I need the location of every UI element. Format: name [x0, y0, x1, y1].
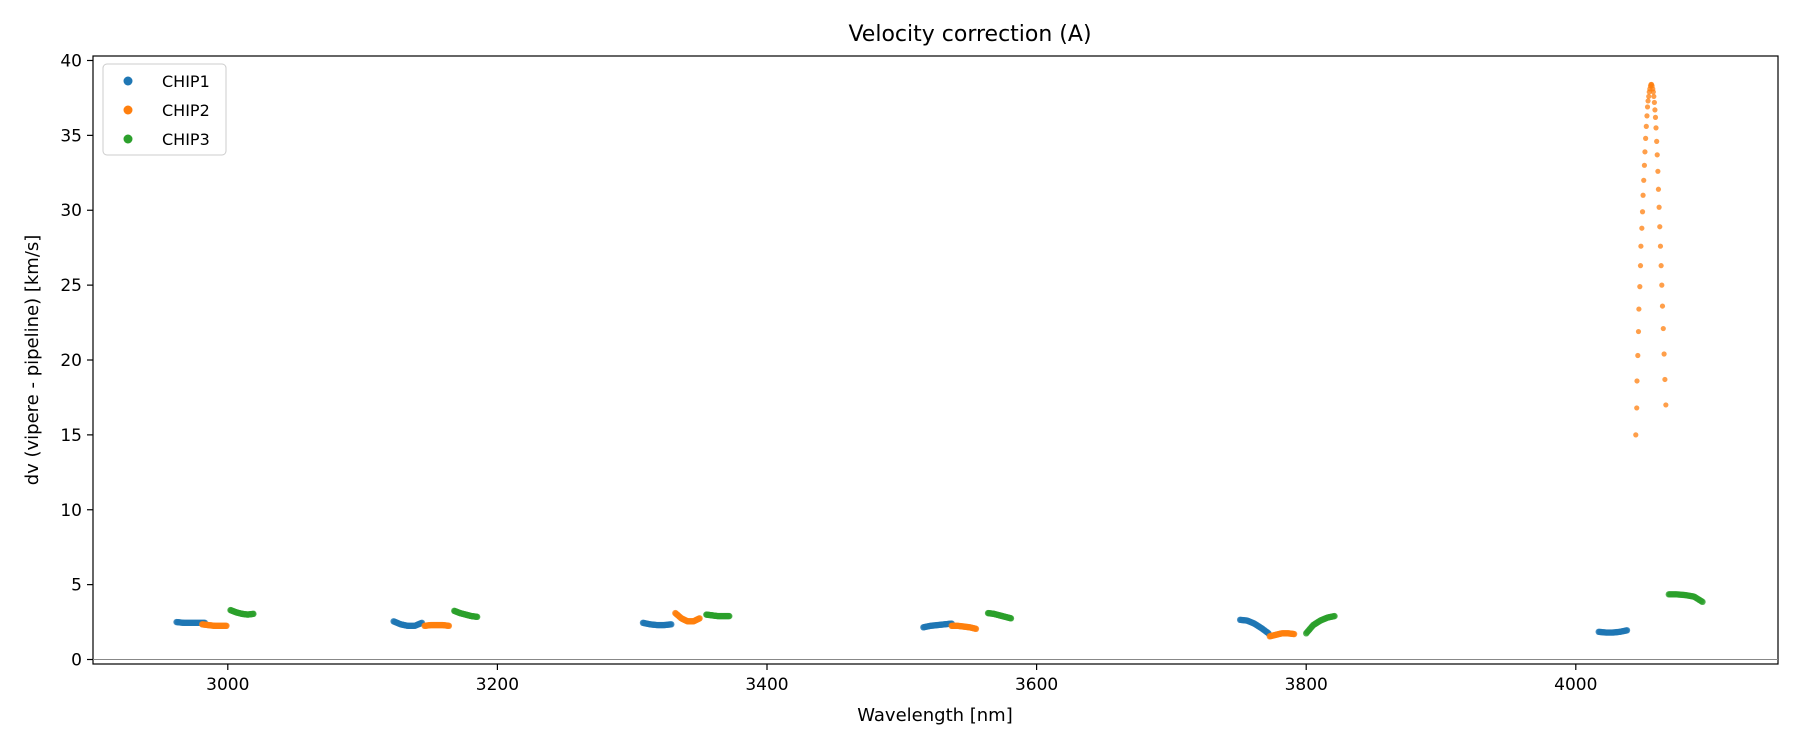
data-point-chip2: [1641, 162, 1648, 168]
data-point-chip2: [1652, 114, 1659, 120]
data-point-chip2: [1641, 177, 1647, 183]
legend-marker-chip3: [123, 134, 133, 144]
x-tick-label: 3200: [476, 675, 519, 695]
chart-title: Velocity correction (A): [848, 22, 1091, 47]
data-point-chip2: [1650, 89, 1656, 95]
legend-label-chip3: CHIP3: [162, 130, 210, 149]
data-point-chip2: [1633, 432, 1639, 438]
data-point-chip2: [1636, 306, 1642, 312]
series-chip2: [198, 81, 1669, 640]
data-point-chip2: [1655, 186, 1662, 192]
data-point-chip2: [223, 622, 230, 630]
data-point-chip1: [1623, 627, 1631, 634]
y-axis: 0 5 10 15 20 25 30 35 40: [60, 51, 93, 671]
data-point-chip2: [1659, 282, 1665, 288]
x-tick-label: 3000: [206, 675, 249, 695]
data-point-chip2: [1657, 243, 1664, 249]
data-point-chip2: [1640, 192, 1646, 198]
y-tick-label: 40: [60, 51, 82, 71]
data-point-chip2: [1637, 284, 1643, 290]
y-tick-label: 25: [60, 276, 82, 296]
data-point-chip2: [1651, 99, 1657, 106]
data-point-chip2: [1646, 93, 1652, 100]
data-point-chip2: [1290, 630, 1298, 638]
plot-area: [92, 55, 1779, 665]
data-point-chip2: [696, 615, 703, 622]
data-point-chip2: [1657, 224, 1663, 230]
data-point-chip2: [1637, 263, 1644, 269]
x-tick-label: 3600: [1015, 675, 1058, 695]
data-point-chip2: [445, 622, 453, 630]
legend-label-chip2: CHIP2: [162, 101, 210, 120]
x-tick-label: 3400: [745, 675, 788, 695]
data-point-chip2: [1643, 135, 1649, 141]
data-point-chip2: [1651, 93, 1657, 100]
data-point-chip2: [1661, 351, 1667, 357]
data-point-chip2: [1659, 303, 1666, 309]
data-point-chip2: [1638, 243, 1644, 249]
data-point-chip2: [1643, 123, 1649, 129]
data-point-chip3: [1007, 615, 1015, 622]
data-point-chip2: [1652, 107, 1658, 113]
data-point-chip2: [1654, 152, 1660, 158]
x-axis: 3000 3200 3400 3600 3800 4000: [206, 664, 1597, 695]
data-point-chip2: [1663, 402, 1669, 408]
y-tick-label: 35: [60, 126, 82, 146]
data-point-chip2: [1658, 263, 1664, 269]
x-tick-label: 4000: [1554, 675, 1597, 695]
data-point-chip2: [972, 625, 980, 633]
data-point-chip2: [1644, 104, 1651, 110]
legend-marker-chip2: [123, 105, 133, 115]
data-point-chip3: [1699, 598, 1706, 606]
data-point-chip2: [1645, 98, 1651, 104]
data-point-chip2: [1634, 378, 1640, 384]
legend-box: [102, 63, 227, 156]
data-point-chip2: [1644, 113, 1650, 119]
y-tick-label: 5: [71, 576, 82, 596]
data-point-chip3: [250, 610, 257, 618]
y-tick-label: 30: [60, 201, 82, 221]
data-point-chip2: [1653, 125, 1659, 131]
data-point-chip2: [1639, 225, 1645, 231]
y-tick-label: 15: [60, 426, 82, 446]
y-tick-label: 20: [60, 351, 82, 371]
data-point-chip3: [1331, 612, 1338, 620]
data-point-chip2: [1635, 352, 1641, 359]
legend-label-chip1: CHIP1: [162, 72, 210, 91]
data-point-chip3: [726, 612, 733, 620]
legend-entry-chip3: CHIP3: [123, 130, 210, 149]
data-point-chip1: [668, 621, 675, 628]
x-tick-label: 3800: [1285, 675, 1328, 695]
data-point-chip2: [1654, 138, 1660, 144]
legend: CHIP1 CHIP2 CHIP3: [102, 63, 227, 156]
series-chip3: [227, 591, 1706, 637]
legend-marker-chip1: [123, 76, 133, 86]
y-tick-label: 0: [71, 651, 82, 671]
points-layer: [173, 81, 1706, 640]
x-axis-label: Wavelength [nm]: [857, 705, 1013, 726]
data-point-chip2: [1639, 209, 1646, 215]
data-point-chip2: [1656, 204, 1662, 210]
data-point-chip2: [1635, 328, 1642, 335]
data-point-chip3: [473, 613, 481, 621]
data-point-chip2: [1660, 325, 1666, 332]
data-point-chip2: [1634, 405, 1640, 411]
data-point-chip2: [1642, 149, 1648, 155]
y-tick-label: 10: [60, 501, 82, 521]
legend-entry-chip2: CHIP2: [123, 101, 210, 120]
data-point-chip2: [1662, 376, 1668, 383]
y-axis-label: dv (vipere - pipeline) [km/s]: [22, 235, 43, 486]
data-point-chip2: [1655, 168, 1661, 174]
legend-entry-chip1: CHIP1: [123, 72, 210, 91]
plot-frame: [92, 55, 1779, 665]
